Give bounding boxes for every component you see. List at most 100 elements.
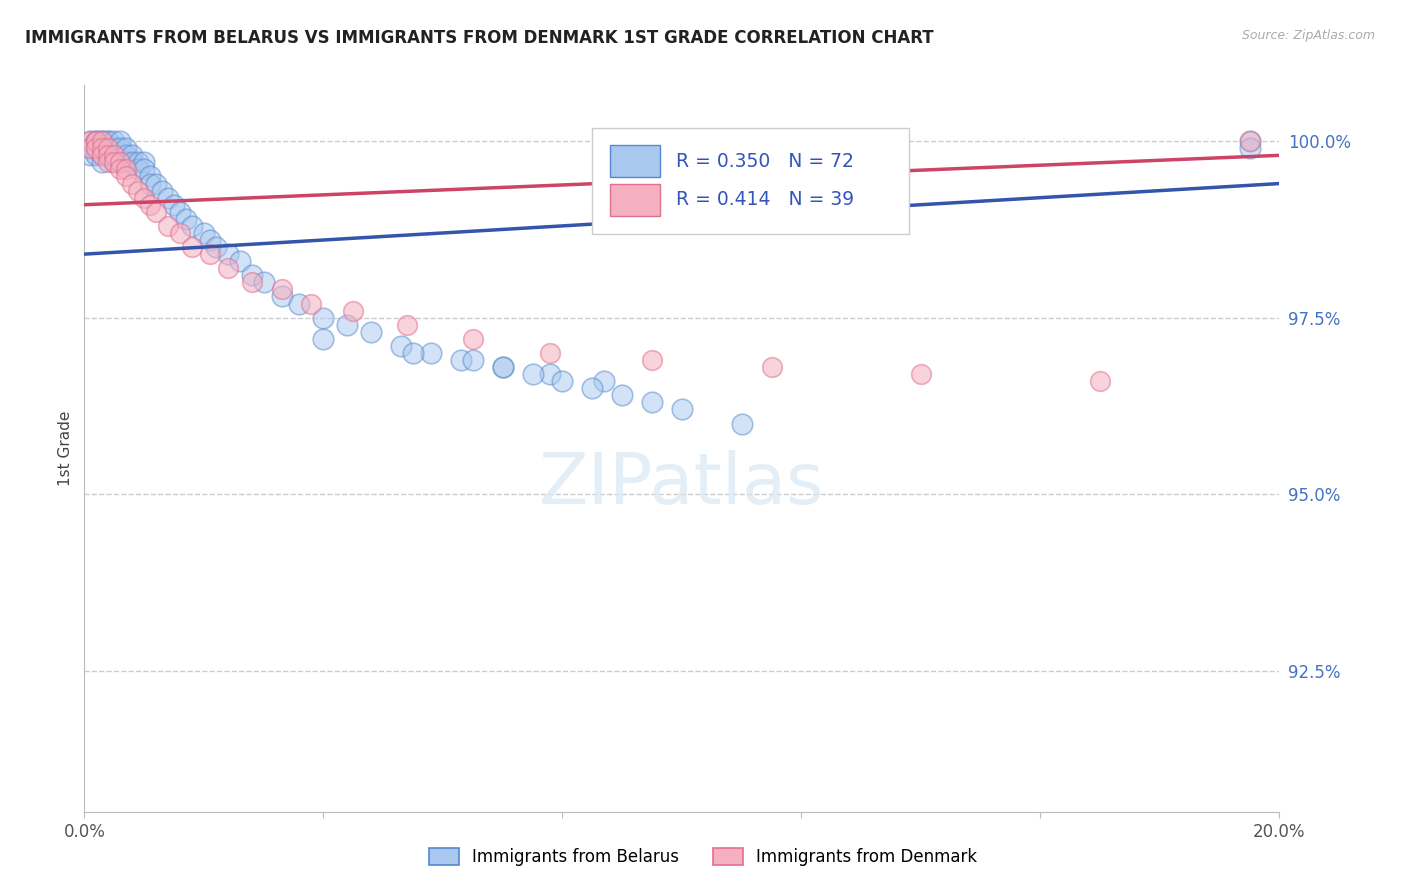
Point <box>150 184 173 198</box>
Point <box>91 148 114 162</box>
Point <box>79 134 101 148</box>
Point <box>86 141 108 155</box>
Point <box>115 155 138 169</box>
Point <box>97 148 120 162</box>
Point <box>86 134 108 148</box>
Point <box>145 204 167 219</box>
Point <box>91 134 114 148</box>
Point <box>253 276 276 290</box>
Point <box>115 141 138 155</box>
Point <box>336 318 359 332</box>
Point <box>342 303 364 318</box>
Point <box>103 141 125 155</box>
Point <box>492 360 515 375</box>
Point <box>110 162 132 177</box>
Point <box>115 148 138 162</box>
Point <box>217 247 239 261</box>
Point <box>139 198 162 212</box>
Point <box>110 155 132 169</box>
Point <box>97 155 120 169</box>
FancyBboxPatch shape <box>592 128 910 234</box>
Point <box>522 367 544 381</box>
Point <box>593 374 616 388</box>
Point <box>301 296 323 310</box>
Point <box>121 177 143 191</box>
Y-axis label: 1st Grade: 1st Grade <box>58 410 73 486</box>
Point <box>127 155 149 169</box>
Point <box>1239 141 1261 155</box>
Point <box>157 219 180 233</box>
Point <box>228 254 252 268</box>
Point <box>492 360 515 375</box>
Point <box>396 318 419 332</box>
Point <box>581 381 603 395</box>
Legend: Immigrants from Belarus, Immigrants from Denmark: Immigrants from Belarus, Immigrants from… <box>422 841 984 873</box>
Point <box>288 296 311 310</box>
Point <box>181 240 204 254</box>
Point <box>79 148 101 162</box>
Point <box>731 417 754 431</box>
Point <box>91 155 114 169</box>
Point <box>312 332 335 346</box>
Point <box>121 155 143 169</box>
Point <box>193 226 215 240</box>
Point <box>110 155 132 169</box>
Point <box>127 162 149 177</box>
Point <box>86 148 108 162</box>
Point <box>761 360 783 375</box>
Point <box>240 268 263 283</box>
Point <box>198 233 221 247</box>
Point <box>97 141 120 155</box>
Point <box>420 346 443 360</box>
Point <box>198 247 221 261</box>
Point <box>91 134 114 148</box>
Point <box>671 402 693 417</box>
Point <box>270 289 292 303</box>
Point <box>641 395 664 409</box>
Point <box>540 367 562 381</box>
Point <box>121 148 143 162</box>
Point <box>127 184 149 198</box>
Point <box>115 169 138 184</box>
Point <box>1090 374 1112 388</box>
Point <box>86 134 108 148</box>
Point <box>461 353 484 368</box>
Point <box>217 261 239 276</box>
Point <box>139 177 162 191</box>
Point <box>132 162 156 177</box>
Point <box>97 134 120 148</box>
Point <box>360 325 382 339</box>
Point <box>910 367 932 381</box>
Point <box>86 134 108 148</box>
Point <box>97 148 120 162</box>
Point <box>1239 134 1261 148</box>
Text: R = 0.414   N = 39: R = 0.414 N = 39 <box>676 190 853 209</box>
Point <box>240 276 263 290</box>
Point <box>110 134 132 148</box>
Point <box>1239 134 1261 148</box>
Point <box>91 148 114 162</box>
FancyBboxPatch shape <box>610 145 661 178</box>
Point <box>86 141 108 155</box>
Point <box>139 169 162 184</box>
Point <box>91 141 114 155</box>
Point <box>174 211 197 226</box>
Point <box>157 191 180 205</box>
Point <box>103 134 125 148</box>
Point <box>79 134 101 148</box>
FancyBboxPatch shape <box>610 184 661 216</box>
Point <box>389 339 412 353</box>
Point <box>97 141 120 155</box>
Text: IMMIGRANTS FROM BELARUS VS IMMIGRANTS FROM DENMARK 1ST GRADE CORRELATION CHART: IMMIGRANTS FROM BELARUS VS IMMIGRANTS FR… <box>25 29 934 46</box>
Point <box>91 134 114 148</box>
Point <box>115 162 138 177</box>
Point <box>145 177 167 191</box>
Text: Source: ZipAtlas.com: Source: ZipAtlas.com <box>1241 29 1375 42</box>
Point <box>612 388 634 402</box>
Point <box>169 204 191 219</box>
Point <box>79 141 101 155</box>
Point <box>91 141 114 155</box>
Text: ZIPatlas: ZIPatlas <box>538 450 825 519</box>
Point <box>551 374 574 388</box>
Point <box>163 198 186 212</box>
